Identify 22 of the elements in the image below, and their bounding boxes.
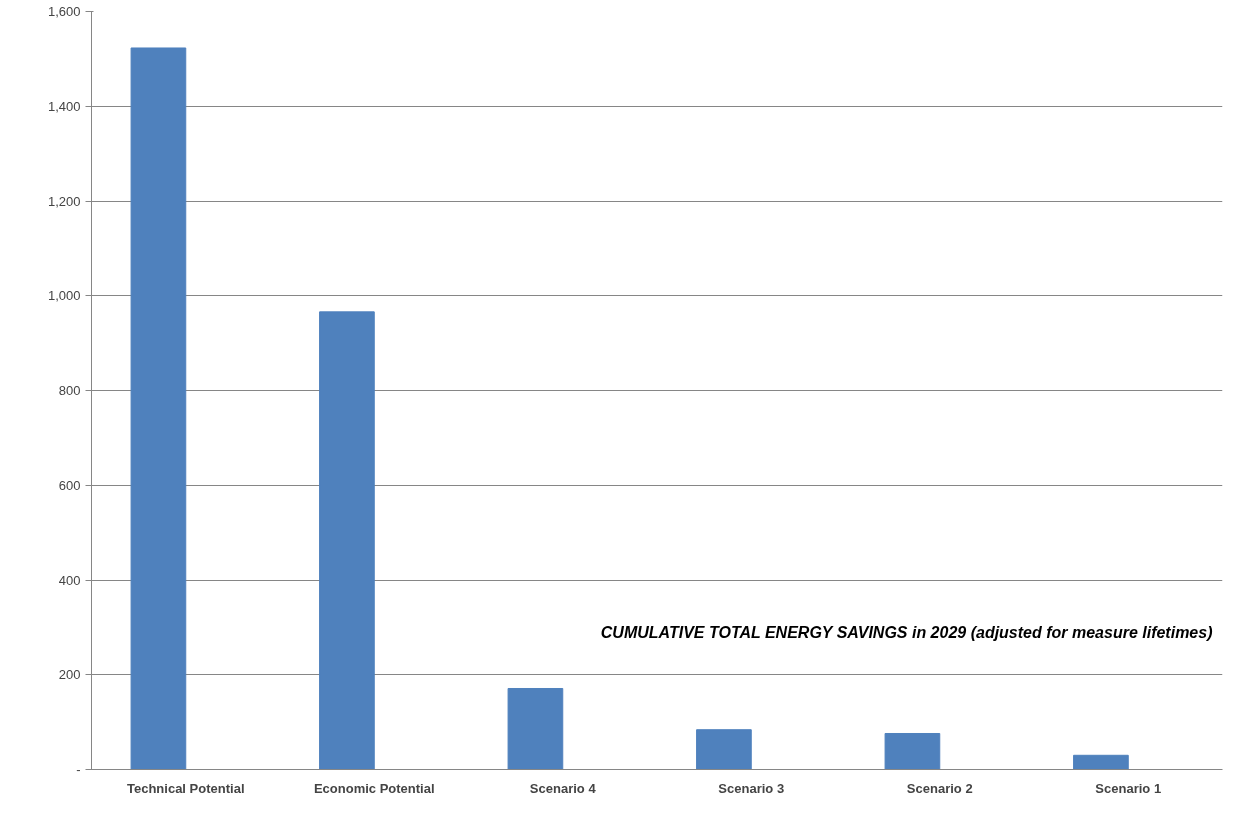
- bar: [1073, 754, 1129, 770]
- y-tick-label: 600: [58, 477, 81, 493]
- bar: [319, 311, 375, 770]
- y-tick-label: 1,200: [47, 193, 81, 209]
- y-tick-label: 400: [58, 572, 81, 588]
- y-tick-label: 800: [58, 383, 81, 398]
- y-tick-label: 1,400: [47, 98, 81, 114]
- y-tick-label: 1,600: [47, 4, 81, 19]
- annotation: CUMULATIVE TOTAL ENERGY SAVINGS in 2029 (adjusted for measure lifetimes): [600, 623, 1213, 641]
- bar: [884, 732, 941, 770]
- y-tick-label: 1,000: [47, 288, 81, 304]
- x-tick-label: Scenario 1: [1095, 780, 1162, 796]
- y-tick-label: 200: [58, 667, 81, 683]
- x-tick-label: Scenario 4: [529, 780, 597, 796]
- x-tick-label: Scenario 3: [718, 780, 785, 796]
- x-tick-label: Scenario 2: [906, 780, 973, 796]
- bar: [507, 687, 564, 770]
- bar: [696, 729, 752, 770]
- x-tick-label: Economic Potential: [313, 780, 435, 796]
- x-tick-label: Technical Potential: [127, 780, 245, 796]
- bar: [130, 47, 187, 770]
- y-tick-label: -: [76, 762, 81, 777]
